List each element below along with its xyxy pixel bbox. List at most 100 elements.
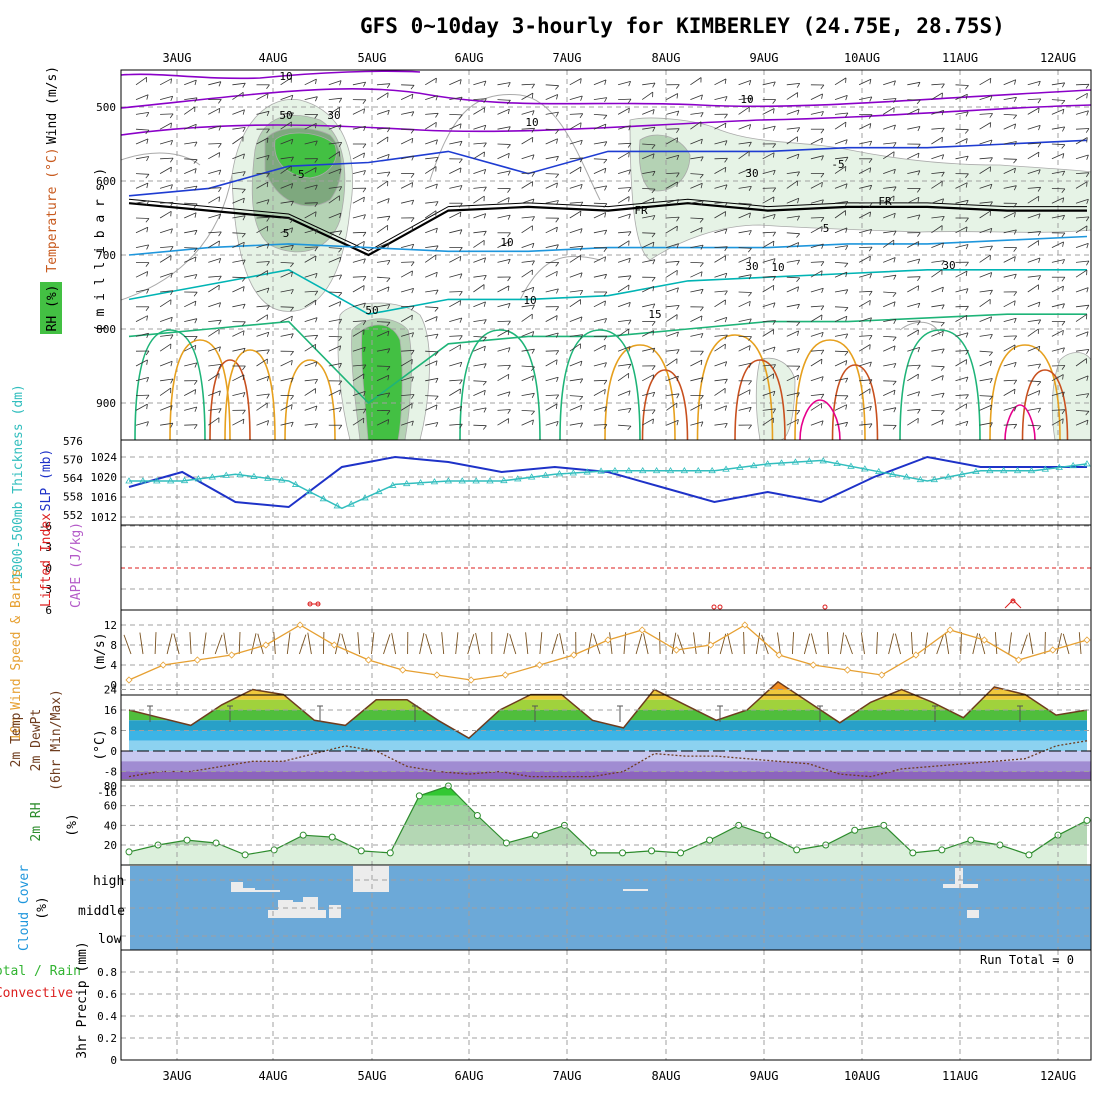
barb-staff xyxy=(1051,259,1065,263)
wind10m-barb xyxy=(910,632,914,655)
cloud-block-1 xyxy=(231,882,243,892)
barb-staff xyxy=(497,241,510,248)
wind10m-barb xyxy=(1008,632,1012,655)
barb-flag xyxy=(290,404,293,410)
barb-staff xyxy=(907,241,919,248)
barb-staff xyxy=(907,99,921,101)
top-date-4: 7AUG xyxy=(553,51,582,65)
barb-flag xyxy=(869,140,873,146)
wind10m-barb xyxy=(960,631,962,655)
barb-flag xyxy=(435,113,439,118)
thickness-marker xyxy=(805,457,814,464)
barb-staff xyxy=(907,214,920,219)
barb-flag xyxy=(507,214,511,220)
barb-flag xyxy=(242,348,246,353)
barb-staff xyxy=(642,285,654,293)
barb-flag xyxy=(869,256,871,262)
barb-flag xyxy=(821,243,824,249)
barb-flag xyxy=(556,200,559,206)
barb-flag xyxy=(603,115,608,120)
barb-flag xyxy=(1085,172,1090,178)
barb-staff xyxy=(473,363,487,367)
barb-staff xyxy=(328,389,341,396)
barb-flag xyxy=(1086,375,1089,381)
barb-staff xyxy=(1027,125,1041,130)
barb-flag xyxy=(628,231,632,237)
barb-flag xyxy=(532,375,534,381)
barb-flag xyxy=(990,272,993,278)
barb-flag xyxy=(676,243,679,249)
barb-staff xyxy=(400,270,413,278)
barb-staff xyxy=(449,335,463,337)
barb-staff xyxy=(208,152,220,160)
barb-staff xyxy=(593,114,607,116)
run-total-label: Run Total = 0 xyxy=(980,953,1074,967)
barb-staff xyxy=(545,376,559,382)
barb-staff xyxy=(376,392,390,396)
barb-flag xyxy=(290,307,294,312)
barb-staff xyxy=(232,232,246,234)
li-tick-0: -6 xyxy=(39,520,52,533)
barb-flag xyxy=(146,315,148,321)
barb-flag xyxy=(459,344,461,350)
barb-flag xyxy=(532,198,535,204)
barb-staff xyxy=(810,270,823,278)
barb-flag xyxy=(339,389,341,395)
barb-staff xyxy=(786,418,799,426)
thickness-marker xyxy=(847,462,855,469)
barb-staff xyxy=(232,286,245,293)
barb-staff xyxy=(1051,99,1065,101)
barb-flag xyxy=(532,419,534,425)
barb-flag xyxy=(363,241,365,247)
barb-flag xyxy=(434,307,439,312)
barb-flag xyxy=(892,381,897,386)
barb-flag xyxy=(362,232,367,237)
barb-staff xyxy=(931,180,943,189)
barb-staff xyxy=(834,210,846,219)
barb-staff xyxy=(135,403,148,411)
barb-flag xyxy=(652,82,656,88)
barb-staff xyxy=(762,187,776,189)
barb-flag xyxy=(965,200,969,205)
barb-staff xyxy=(690,156,704,160)
barb-staff xyxy=(328,407,342,411)
barb-flag xyxy=(869,273,872,279)
barb-flag xyxy=(748,424,752,430)
barb-flag xyxy=(314,202,319,208)
barb-staff xyxy=(232,374,245,382)
barb-staff xyxy=(979,254,991,263)
temp-band-5 xyxy=(129,730,1087,741)
barb-flag xyxy=(699,174,704,179)
barb-flag xyxy=(386,410,391,415)
barb-flag xyxy=(628,390,631,396)
barb-staff xyxy=(666,199,679,204)
barb-staff xyxy=(521,154,535,160)
barb-flag xyxy=(363,302,366,308)
barb-staff xyxy=(473,284,485,293)
barb-staff xyxy=(642,409,656,411)
rh-legend-swatch xyxy=(40,282,62,334)
barb-flag xyxy=(676,172,680,178)
barb-staff xyxy=(931,365,945,368)
barb-flag xyxy=(700,271,703,277)
barb-flag xyxy=(507,374,510,380)
barb-staff xyxy=(617,125,631,130)
barb-flag xyxy=(845,272,848,278)
wind10m-point-27 xyxy=(1049,646,1057,654)
barb-staff xyxy=(690,262,704,264)
wind10m-barb xyxy=(888,633,895,655)
barb-staff xyxy=(1027,424,1041,427)
barb-staff xyxy=(1051,303,1065,308)
barb-flag xyxy=(796,127,801,133)
wind10m-point-22 xyxy=(878,671,886,679)
barb-flag xyxy=(266,420,269,426)
barb-flag xyxy=(1038,301,1041,308)
barb-flag xyxy=(242,171,246,177)
barb-staff xyxy=(907,81,921,86)
barb-flag xyxy=(266,332,270,338)
temp-tick-5: -16 xyxy=(97,786,117,799)
barb-flag xyxy=(1062,109,1065,115)
barb-flag xyxy=(1014,389,1016,395)
barb-flag xyxy=(435,360,438,366)
